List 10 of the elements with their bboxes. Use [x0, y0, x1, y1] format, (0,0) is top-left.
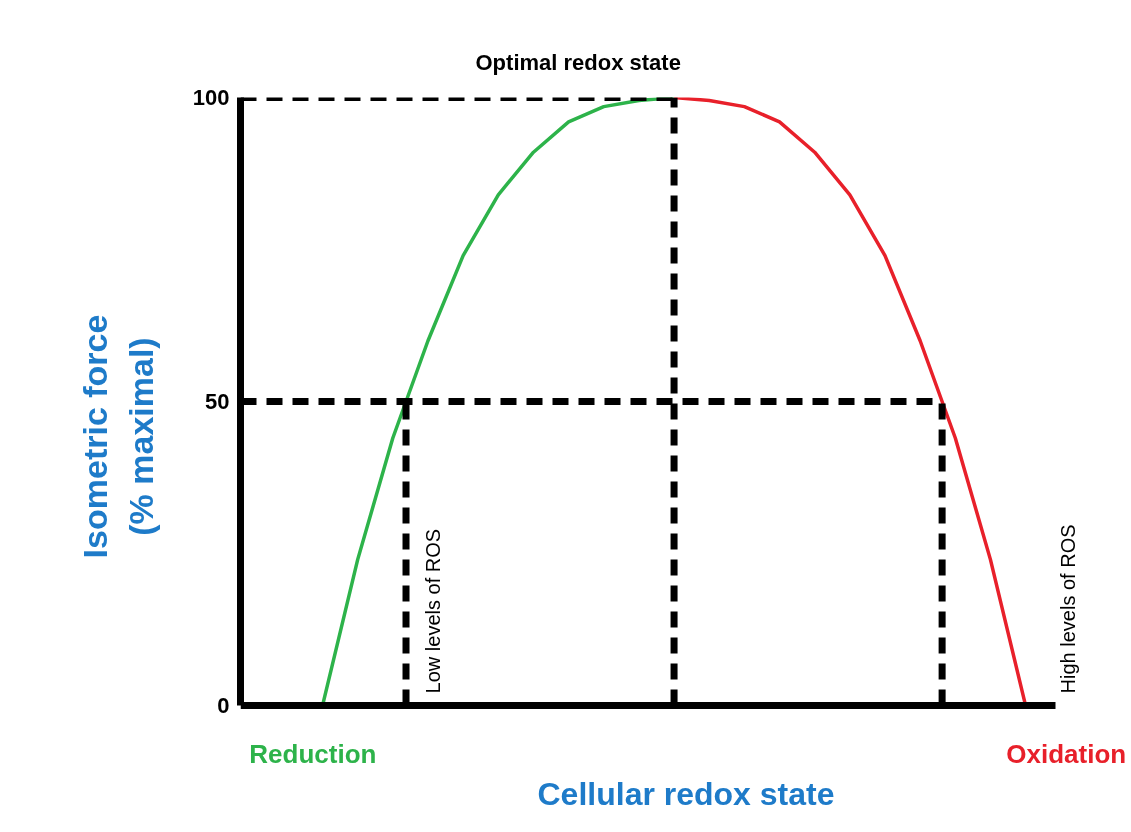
y-tick-label: 0 [217, 693, 230, 719]
x-axis-title: Cellular redox state [537, 775, 835, 812]
text: High levels of ROS [1057, 524, 1080, 694]
y-tick-label: 100 [192, 85, 230, 110]
text: Reduction [249, 739, 377, 770]
annotation: Low levels of ROS [421, 528, 444, 694]
y-axis-title: Isometric force (% maximal) [76, 314, 160, 559]
chart-title: Optimal redox state [475, 50, 681, 75]
y-tick-label: 50 [205, 389, 230, 415]
text: Oxidation [1006, 739, 1127, 770]
